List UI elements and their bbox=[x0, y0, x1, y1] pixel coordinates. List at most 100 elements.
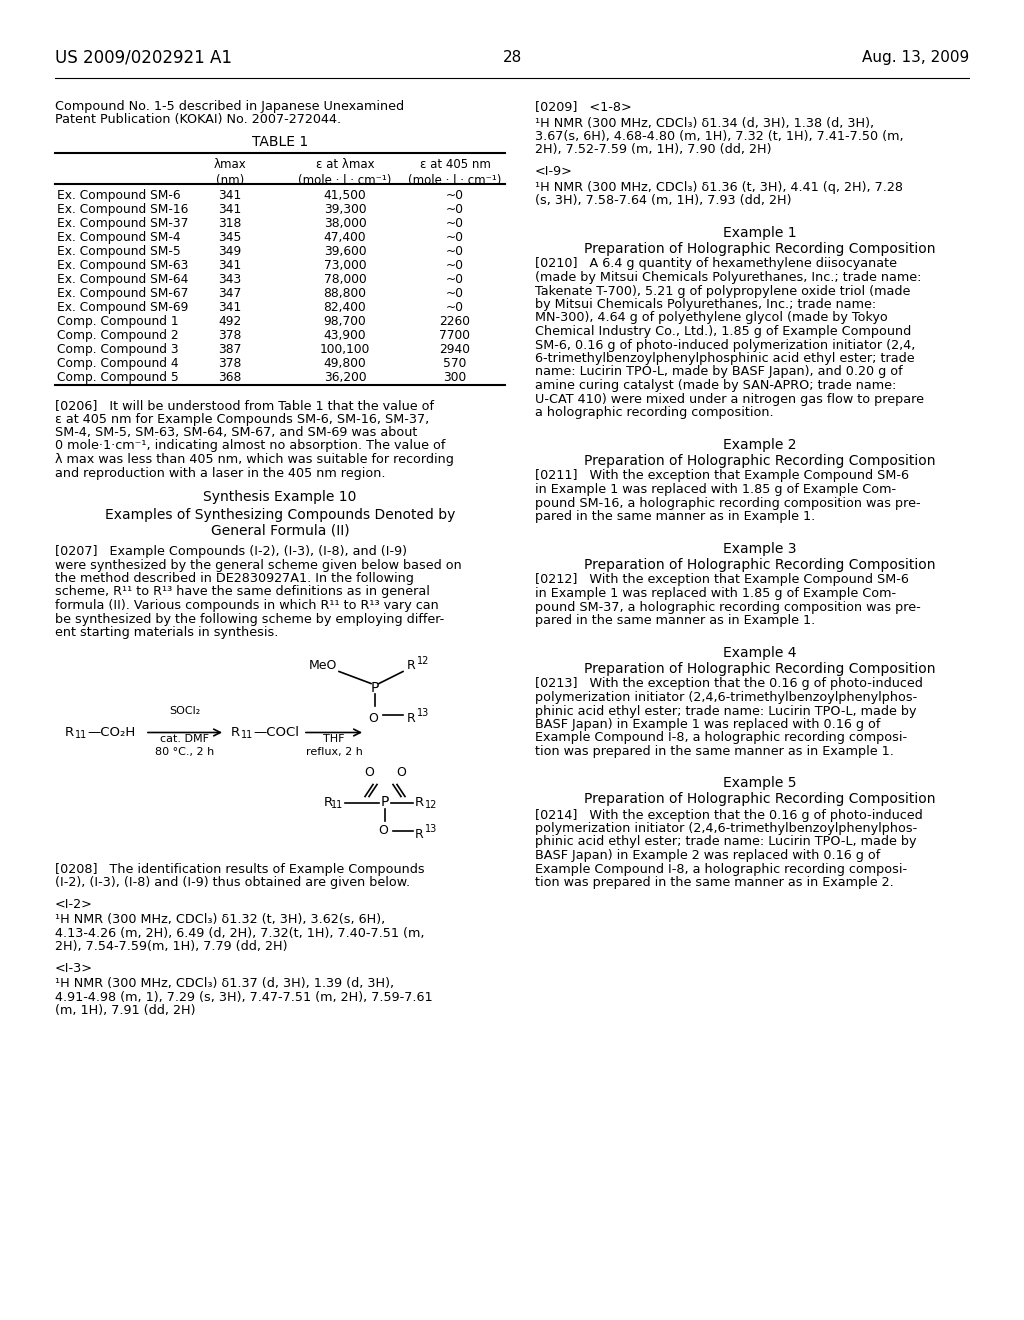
Text: 7700: 7700 bbox=[439, 329, 470, 342]
Text: a holographic recording composition.: a holographic recording composition. bbox=[535, 407, 773, 418]
Text: Aug. 13, 2009: Aug. 13, 2009 bbox=[862, 50, 969, 65]
Text: 98,700: 98,700 bbox=[324, 315, 367, 327]
Text: ε at 405 nm for Example Compounds SM-6, SM-16, SM-37,: ε at 405 nm for Example Compounds SM-6, … bbox=[55, 412, 429, 425]
Text: Ex. Compound SM-67: Ex. Compound SM-67 bbox=[57, 286, 188, 300]
Text: ¹H NMR (300 MHz, CDCl₃) δ1.34 (d, 3H), 1.38 (d, 3H),: ¹H NMR (300 MHz, CDCl₃) δ1.34 (d, 3H), 1… bbox=[535, 116, 874, 129]
Text: 378: 378 bbox=[218, 356, 242, 370]
Text: 11: 11 bbox=[75, 730, 87, 741]
Text: λmax
(nm): λmax (nm) bbox=[214, 158, 247, 187]
Text: 88,800: 88,800 bbox=[324, 286, 367, 300]
Text: TABLE 1: TABLE 1 bbox=[252, 135, 308, 149]
Text: SM-4, SM-5, SM-63, SM-64, SM-67, and SM-69 was about: SM-4, SM-5, SM-63, SM-64, SM-67, and SM-… bbox=[55, 426, 418, 440]
Text: by Mitsui Chemicals Polyurethanes, Inc.; trade name:: by Mitsui Chemicals Polyurethanes, Inc.;… bbox=[535, 298, 877, 312]
Text: 39,600: 39,600 bbox=[324, 246, 367, 257]
Text: ~0: ~0 bbox=[446, 301, 464, 314]
Text: 13: 13 bbox=[417, 708, 429, 718]
Text: 387: 387 bbox=[218, 343, 242, 356]
Text: Example 3: Example 3 bbox=[723, 541, 797, 556]
Text: Ex. Compound SM-69: Ex. Compound SM-69 bbox=[57, 301, 188, 314]
Text: Ex. Compound SM-6: Ex. Compound SM-6 bbox=[57, 189, 180, 202]
Text: (I-2), (I-3), (I-8) and (I-9) thus obtained are given below.: (I-2), (I-3), (I-8) and (I-9) thus obtai… bbox=[55, 876, 411, 888]
Text: MN-300), 4.64 g of polyethylene glycol (made by Tokyo: MN-300), 4.64 g of polyethylene glycol (… bbox=[535, 312, 888, 325]
Text: Example 4: Example 4 bbox=[723, 645, 797, 660]
Text: 341: 341 bbox=[218, 203, 242, 216]
Text: amine curing catalyst (made by SAN-APRO; trade name:: amine curing catalyst (made by SAN-APRO;… bbox=[535, 379, 896, 392]
Text: Preparation of Holographic Recording Composition: Preparation of Holographic Recording Com… bbox=[585, 454, 936, 467]
Text: ~0: ~0 bbox=[446, 203, 464, 216]
Text: ¹H NMR (300 MHz, CDCl₃) δ1.37 (d, 3H), 1.39 (d, 3H),: ¹H NMR (300 MHz, CDCl₃) δ1.37 (d, 3H), 1… bbox=[55, 977, 394, 990]
Text: SOCl₂: SOCl₂ bbox=[169, 706, 201, 717]
Text: ¹H NMR (300 MHz, CDCl₃) δ1.32 (t, 3H), 3.62(s, 6H),: ¹H NMR (300 MHz, CDCl₃) δ1.32 (t, 3H), 3… bbox=[55, 913, 385, 927]
Text: in Example 1 was replaced with 1.85 g of Example Com-: in Example 1 was replaced with 1.85 g of… bbox=[535, 483, 896, 496]
Text: [0212]   With the exception that Example Compound SM-6: [0212] With the exception that Example C… bbox=[535, 573, 909, 586]
Text: SM-6, 0.16 g of photo-induced polymerization initiator (2,4,: SM-6, 0.16 g of photo-induced polymeriza… bbox=[535, 338, 915, 351]
Text: tion was prepared in the same manner as in Example 1.: tion was prepared in the same manner as … bbox=[535, 744, 894, 758]
Text: name: Lucirin TPO-L, made by BASF Japan), and 0.20 g of: name: Lucirin TPO-L, made by BASF Japan)… bbox=[535, 366, 902, 379]
Text: the method described in DE2830927A1. In the following: the method described in DE2830927A1. In … bbox=[55, 572, 414, 585]
Text: 73,000: 73,000 bbox=[324, 259, 367, 272]
Text: Comp. Compound 3: Comp. Compound 3 bbox=[57, 343, 178, 356]
Text: 12: 12 bbox=[417, 656, 429, 667]
Text: R: R bbox=[231, 726, 240, 739]
Text: ent starting materials in synthesis.: ent starting materials in synthesis. bbox=[55, 626, 279, 639]
Text: <I-2>: <I-2> bbox=[55, 898, 93, 911]
Text: ~0: ~0 bbox=[446, 246, 464, 257]
Text: US 2009/0202921 A1: US 2009/0202921 A1 bbox=[55, 48, 232, 66]
Text: 43,900: 43,900 bbox=[324, 329, 367, 342]
Text: 368: 368 bbox=[218, 371, 242, 384]
Text: Preparation of Holographic Recording Composition: Preparation of Holographic Recording Com… bbox=[585, 242, 936, 256]
Text: ~0: ~0 bbox=[446, 189, 464, 202]
Text: 341: 341 bbox=[218, 301, 242, 314]
Text: 492: 492 bbox=[218, 315, 242, 327]
Text: Example 5: Example 5 bbox=[723, 776, 797, 791]
Text: ~0: ~0 bbox=[446, 216, 464, 230]
Text: polymerization initiator (2,4,6-trimethylbenzoylphenylphos-: polymerization initiator (2,4,6-trimethy… bbox=[535, 690, 918, 704]
Text: polymerization initiator (2,4,6-trimethylbenzoylphenylphos-: polymerization initiator (2,4,6-trimethy… bbox=[535, 822, 918, 836]
Text: and reproduction with a laser in the 405 nm region.: and reproduction with a laser in the 405… bbox=[55, 466, 385, 479]
Text: in Example 1 was replaced with 1.85 g of Example Com-: in Example 1 was replaced with 1.85 g of… bbox=[535, 587, 896, 601]
Text: formula (II). Various compounds in which R¹¹ to R¹³ vary can: formula (II). Various compounds in which… bbox=[55, 599, 438, 612]
Text: Comp. Compound 2: Comp. Compound 2 bbox=[57, 329, 178, 342]
Text: Ex. Compound SM-63: Ex. Compound SM-63 bbox=[57, 259, 188, 272]
Text: Preparation of Holographic Recording Composition: Preparation of Holographic Recording Com… bbox=[585, 557, 936, 572]
Text: 11: 11 bbox=[241, 730, 253, 741]
Text: ε at λmax
(mole · l · cm⁻¹): ε at λmax (mole · l · cm⁻¹) bbox=[298, 158, 392, 187]
Text: [0210]   A 6.4 g quantity of hexamethylene diisocyanate: [0210] A 6.4 g quantity of hexamethylene… bbox=[535, 257, 897, 271]
Text: ¹H NMR (300 MHz, CDCl₃) δ1.36 (t, 3H), 4.41 (q, 2H), 7.28: ¹H NMR (300 MHz, CDCl₃) δ1.36 (t, 3H), 4… bbox=[535, 181, 903, 194]
Text: 11: 11 bbox=[331, 800, 343, 810]
Text: be synthesized by the following scheme by employing differ-: be synthesized by the following scheme b… bbox=[55, 612, 444, 626]
Text: 0 mole·1·cm⁻¹, indicating almost no absorption. The value of: 0 mole·1·cm⁻¹, indicating almost no abso… bbox=[55, 440, 445, 453]
Text: 36,200: 36,200 bbox=[324, 371, 367, 384]
Text: <I-9>: <I-9> bbox=[535, 165, 572, 178]
Text: phinic acid ethyl ester; trade name: Lucirin TPO-L, made by: phinic acid ethyl ester; trade name: Luc… bbox=[535, 705, 916, 718]
Text: 2260: 2260 bbox=[439, 315, 470, 327]
Text: P: P bbox=[371, 681, 379, 694]
Text: cat. DMF: cat. DMF bbox=[161, 734, 210, 744]
Text: 41,500: 41,500 bbox=[324, 189, 367, 202]
Text: ~0: ~0 bbox=[446, 286, 464, 300]
Text: P: P bbox=[381, 796, 389, 809]
Text: General Formula (II): General Formula (II) bbox=[211, 523, 349, 537]
Text: 12: 12 bbox=[425, 800, 437, 810]
Text: O: O bbox=[378, 825, 388, 837]
Text: 82,400: 82,400 bbox=[324, 301, 367, 314]
Text: [0211]   With the exception that Example Compound SM-6: [0211] With the exception that Example C… bbox=[535, 470, 909, 483]
Text: 47,400: 47,400 bbox=[324, 231, 367, 244]
Text: 80 °C., 2 h: 80 °C., 2 h bbox=[156, 747, 215, 756]
Text: 300: 300 bbox=[443, 371, 467, 384]
Text: O: O bbox=[396, 766, 406, 779]
Text: R: R bbox=[407, 659, 416, 672]
Text: 28: 28 bbox=[503, 50, 521, 65]
Text: R: R bbox=[324, 796, 333, 809]
Text: 378: 378 bbox=[218, 329, 242, 342]
Text: (made by Mitsui Chemicals Polyurethanes, Inc.; trade name:: (made by Mitsui Chemicals Polyurethanes,… bbox=[535, 271, 922, 284]
Text: BASF Japan) in Example 1 was replaced with 0.16 g of: BASF Japan) in Example 1 was replaced wi… bbox=[535, 718, 881, 731]
Text: 3.67(s, 6H), 4.68-4.80 (m, 1H), 7.32 (t, 1H), 7.41-7.50 (m,: 3.67(s, 6H), 4.68-4.80 (m, 1H), 7.32 (t,… bbox=[535, 129, 903, 143]
Text: [0214]   With the exception that the 0.16 g of photo-induced: [0214] With the exception that the 0.16 … bbox=[535, 808, 923, 821]
Text: [0209]   <1-8>: [0209] <1-8> bbox=[535, 100, 632, 114]
Text: 318: 318 bbox=[218, 216, 242, 230]
Text: (s, 3H), 7.58-7.64 (m, 1H), 7.93 (dd, 2H): (s, 3H), 7.58-7.64 (m, 1H), 7.93 (dd, 2H… bbox=[535, 194, 792, 207]
Text: 6-trimethylbenzoylphenylphosphinic acid ethyl ester; trade: 6-trimethylbenzoylphenylphosphinic acid … bbox=[535, 352, 914, 366]
Text: Comp. Compound 1: Comp. Compound 1 bbox=[57, 315, 178, 327]
Text: pared in the same manner as in Example 1.: pared in the same manner as in Example 1… bbox=[535, 510, 815, 523]
